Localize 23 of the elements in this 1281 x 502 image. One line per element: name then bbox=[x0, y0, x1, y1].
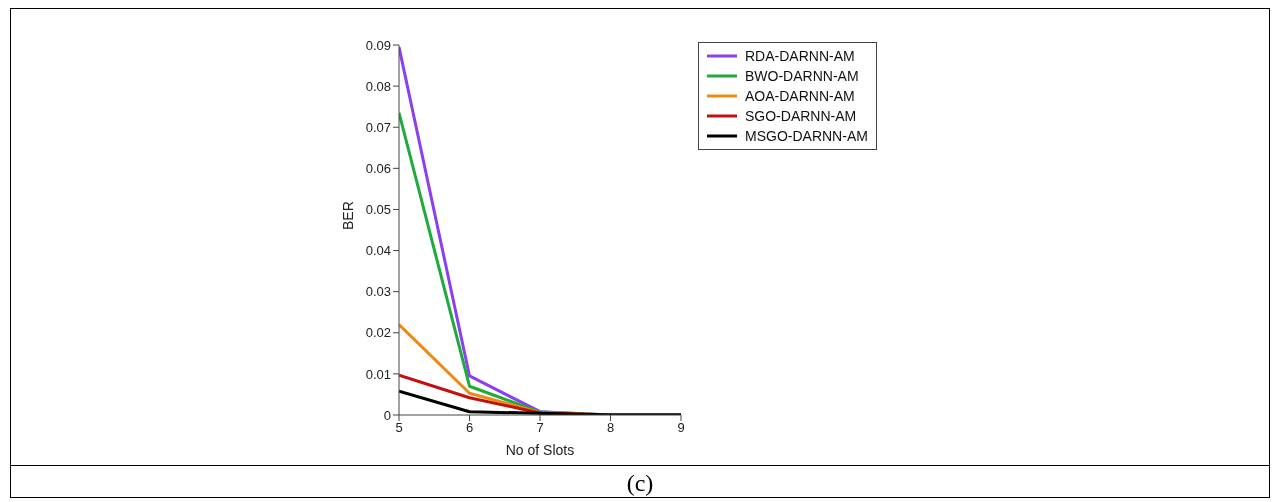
y-axis-title: BER bbox=[339, 201, 356, 230]
y-tick-label: 0.05 bbox=[365, 202, 391, 218]
text: (c) bbox=[625, 470, 655, 497]
y-tick-label: 0.03 bbox=[365, 284, 391, 300]
legend-label: MSGO-DARNN-AM bbox=[745, 127, 868, 146]
y-tick-label: 0.06 bbox=[365, 160, 391, 176]
legend-label: SGO-DARNN-AM bbox=[745, 107, 857, 126]
y-tick-label: 0.09 bbox=[365, 37, 391, 53]
legend-label: RDA-DARNN-AM bbox=[745, 47, 855, 66]
y-tick-label: 0 bbox=[383, 407, 391, 423]
x-tick-label: 5 bbox=[395, 420, 403, 436]
x-axis-title: No of Slots bbox=[505, 442, 575, 458]
legend-label: AOA-DARNN-AM bbox=[745, 87, 855, 106]
x-tick-label: 7 bbox=[536, 420, 544, 436]
y-tick-label: 0.08 bbox=[365, 78, 391, 94]
y-tick-label: 0.04 bbox=[365, 243, 391, 259]
y-tick-label: 0.02 bbox=[365, 325, 391, 341]
x-tick-label: 8 bbox=[606, 420, 615, 436]
y-tick-label: 0.01 bbox=[365, 366, 391, 382]
y-tick-label: 0.07 bbox=[365, 119, 391, 135]
legend-label: BWO-DARNN-AM bbox=[745, 67, 859, 86]
x-tick-label: 9 bbox=[677, 420, 685, 436]
x-tick-label: 6 bbox=[465, 420, 474, 436]
